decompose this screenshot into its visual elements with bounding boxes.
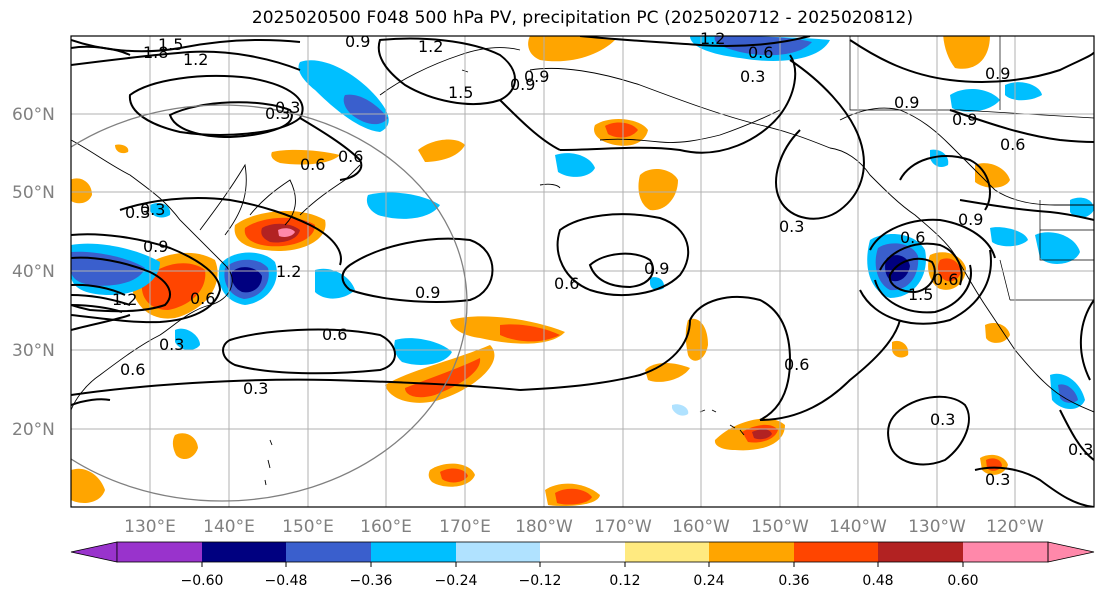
lon-label: 180°W [515, 517, 573, 537]
lon-label: 130°W [908, 517, 966, 537]
lon-label: 150°E [282, 517, 334, 537]
lat-label: 30°N [12, 341, 55, 361]
lat-label: 50°N [12, 183, 55, 203]
contour-label: 1.5 [448, 83, 473, 102]
colorbar-tick-label: 0.60 [947, 573, 978, 589]
map-title: 2025020500 F048 500 hPa PV, precipitatio… [251, 8, 914, 28]
contour-label: 0.3 [1068, 440, 1093, 459]
colorbar-segment [286, 542, 371, 562]
boundaries [849, 36, 1094, 301]
colorbar-segment [625, 542, 709, 562]
lat-label: 40°N [12, 262, 55, 282]
lon-label: 140°E [203, 517, 255, 537]
contour-label: 0.6 [120, 360, 145, 379]
latitude-labels: 60°N 50°N 40°N 30°N 20°N [12, 105, 55, 440]
colorbar-tick-label: 0.12 [609, 573, 640, 589]
colorbar-tick-label: 0.24 [693, 573, 724, 589]
contour-label: 0.9 [524, 67, 549, 86]
map-border [70, 35, 1095, 508]
colorbar-tick-label: 0.48 [862, 573, 893, 589]
pv-contours [71, 36, 1094, 507]
contour-label: 0.9 [644, 259, 669, 278]
contour-label: 0.9 [958, 210, 983, 229]
contour-label: 1.8 [143, 43, 168, 62]
colorbar-segment [540, 542, 625, 562]
colorbar-segment [117, 542, 202, 562]
contour-label: 0.6 [554, 274, 579, 293]
contour-label: 0.3 [140, 200, 165, 219]
reference-circle [71, 104, 468, 502]
colorbar-segment [371, 542, 456, 562]
contour-label: 0.3 [779, 217, 804, 236]
contour-label: 0.3 [243, 379, 268, 398]
contour-label: 1.2 [276, 262, 301, 281]
coastlines [71, 47, 1094, 486]
contour-label: 0.3 [985, 470, 1010, 489]
contour-label: 0.6 [933, 270, 958, 289]
precip-negative-areas [71, 36, 1094, 416]
colorbar: −0.60 −0.48 −0.36 −0.24 −0.12 0.12 0.24 … [70, 541, 1095, 589]
contour-label: 0.6 [190, 289, 215, 308]
contour-label: 0.9 [143, 237, 168, 256]
colorbar-segment [709, 542, 794, 562]
colorbar-tick-label: −0.60 [181, 573, 224, 589]
colorbar-tick-label: −0.12 [519, 573, 562, 589]
contour-label: 0.9 [345, 32, 370, 51]
contour-label: 0.9 [415, 283, 440, 302]
contour-label: 1.2 [418, 37, 443, 56]
colorbar-segment [202, 542, 286, 562]
lon-label: 160°W [672, 517, 730, 537]
contour-label: 0.9 [894, 93, 919, 112]
lon-label: 170°E [439, 517, 491, 537]
contour-label: 0.9 [510, 75, 535, 94]
contour-label: 1.2 [700, 29, 725, 48]
lat-label: 60°N [12, 105, 55, 125]
colorbar-tick-label: −0.48 [265, 573, 308, 589]
lon-label: 150°W [751, 517, 809, 537]
contour-label: 0.3 [265, 104, 290, 123]
contour-label: 1.5 [158, 35, 183, 54]
contour-label: 0.6 [300, 155, 325, 174]
contour-label: 0.3 [125, 203, 150, 222]
longitude-labels: 130°E 140°E 150°E 160°E 170°E 180°W 170°… [124, 517, 1044, 537]
contour-label: 0.6 [900, 228, 925, 247]
colorbar-segment [794, 542, 878, 562]
colorbar-segment [456, 542, 540, 562]
colorbar-tick-label: −0.24 [435, 573, 478, 589]
contour-label: 0.9 [952, 110, 977, 129]
contour-label: 0.6 [322, 325, 347, 344]
lon-label: 120°W [986, 517, 1044, 537]
contour-label: 0.3 [159, 335, 184, 354]
lon-label: 160°E [360, 517, 412, 537]
lon-label: 140°W [829, 517, 887, 537]
lat-label: 20°N [12, 420, 55, 440]
contour-label: 0.9 [985, 64, 1010, 83]
contour-label: 0.3 [740, 67, 765, 86]
contour-label: 0.6 [338, 147, 363, 166]
contour-label: 0.6 [748, 43, 773, 62]
contour-labels: 1.8 1.5 1.2 0.9 1.2 1.5 0.9 1.2 0.6 0.3 … [112, 29, 1093, 489]
colorbar-extend-min [70, 541, 118, 563]
colorbar-extend-max [1047, 541, 1095, 563]
contour-label: 0.6 [784, 355, 809, 374]
lon-label: 170°W [594, 517, 652, 537]
colorbar-segment [963, 542, 1048, 562]
contour-label: 0.3 [275, 98, 300, 117]
contour-label: 0.3 [930, 410, 955, 429]
contour-label: 1.2 [183, 50, 208, 69]
colorbar-tick-label: 0.36 [778, 573, 809, 589]
contour-label: 1.2 [112, 290, 137, 309]
lon-label: 130°E [124, 517, 176, 537]
colorbar-tick-label: −0.36 [350, 573, 393, 589]
contour-label: 0.6 [1000, 135, 1025, 154]
colorbar-segment [878, 542, 963, 562]
contour-label: 1.5 [908, 285, 933, 304]
